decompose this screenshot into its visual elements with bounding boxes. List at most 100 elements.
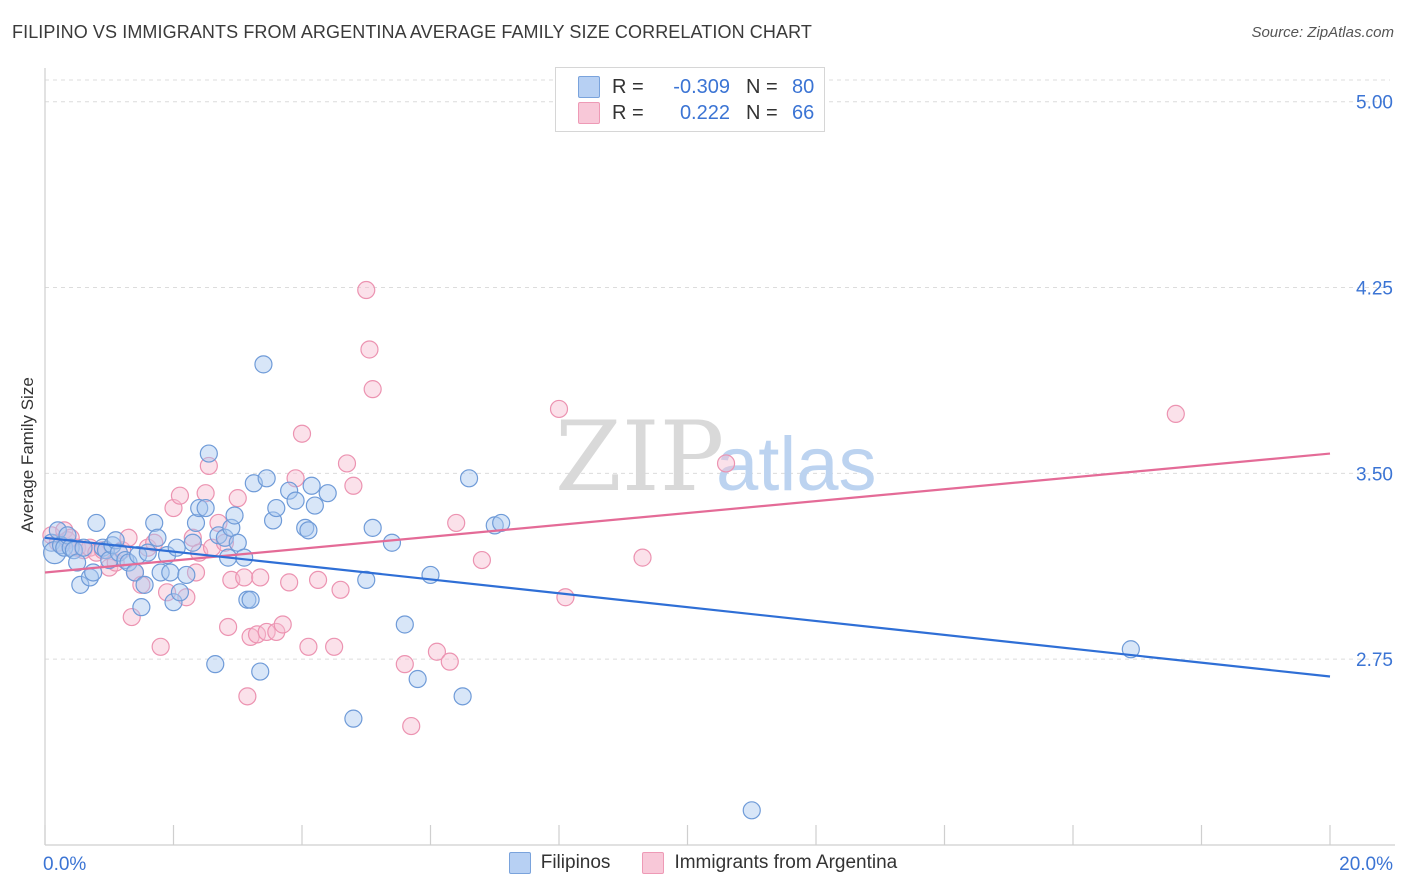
point-immigrants-from-argentina (292, 424, 312, 443)
point-filipinos (251, 662, 270, 681)
watermark-atlas: atlas (716, 422, 877, 507)
x-tick-label: 20.0% (1339, 854, 1393, 875)
point-filipinos (225, 506, 244, 525)
watermark-zip: ZIP (555, 401, 724, 513)
legend-r-label: R = (612, 75, 644, 98)
point-filipinos (241, 590, 260, 609)
trend-line-immigrants-from-argentina (44, 452, 1331, 574)
point-immigrants-from-argentina (257, 622, 276, 642)
point-filipinos (138, 543, 157, 562)
point-immigrants-from-argentina (145, 533, 164, 552)
y-tick-label: 4.25 (1356, 279, 1393, 300)
series-legend-label: Filipinos (540, 852, 611, 873)
point-filipinos (363, 518, 382, 537)
source-credit: Source: ZipAtlas.com (1251, 24, 1394, 41)
point-filipinos (145, 513, 164, 533)
legend-row-filipinos: R = -0.309 N = 80 (578, 75, 814, 99)
point-filipinos (302, 476, 321, 495)
point-immigrants-from-argentina (556, 588, 575, 607)
point-filipinos (286, 491, 305, 510)
legend-n-label: N = (746, 75, 778, 98)
point-immigrants-from-argentina (337, 454, 357, 473)
point-filipinos (183, 533, 202, 552)
point-filipinos (206, 655, 225, 674)
point-filipinos (186, 513, 206, 533)
point-immigrants-from-argentina (440, 652, 459, 671)
y-tick-label: 5.00 (1356, 93, 1393, 114)
point-filipinos (492, 513, 511, 533)
point-immigrants-from-argentina (157, 583, 177, 602)
point-filipinos (395, 615, 414, 634)
point-filipinos (318, 484, 337, 503)
point-filipinos (161, 563, 180, 582)
series-legend-item-argentina[interactable]: Immigrants from Argentina (642, 852, 897, 874)
legend-n-value: 80 (792, 75, 815, 98)
legend-r-label: R = (612, 101, 644, 124)
point-immigrants-from-argentina (395, 655, 414, 674)
legend-n-value: 66 (792, 101, 815, 124)
point-immigrants-from-argentina (151, 637, 170, 656)
tick-labels: 2.75 3.50 4.25 5.00 0.0% 20.0% (43, 93, 1393, 875)
point-immigrants-from-argentina (1166, 404, 1185, 424)
point-immigrants-from-argentina (716, 454, 736, 473)
point-filipinos (459, 469, 479, 488)
point-filipinos (190, 498, 209, 518)
point-filipinos (199, 444, 218, 463)
trend-lines (44, 452, 1331, 678)
point-filipinos (177, 565, 196, 585)
legend-swatch-filipinos (578, 76, 600, 98)
point-immigrants-from-argentina (235, 568, 254, 587)
point-immigrants-from-argentina (219, 617, 238, 637)
point-filipinos (382, 533, 402, 552)
y-axis-label: Average Family Size (18, 377, 37, 533)
point-immigrants-from-argentina (280, 573, 299, 592)
point-filipinos (135, 575, 154, 594)
watermark: ZIP atlas (555, 401, 877, 513)
chart-title: FILIPINO VS IMMIGRANTS FROM ARGENTINA AV… (12, 22, 812, 42)
point-immigrants-from-argentina (633, 548, 652, 567)
series-legend: Filipinos Immigrants from Argentina (0, 852, 1406, 874)
point-immigrants-from-argentina (360, 340, 379, 359)
point-immigrants-from-argentina (402, 716, 421, 736)
point-immigrants-from-argentina (472, 550, 491, 570)
point-immigrants-from-argentina (238, 687, 257, 706)
trend-line-filipinos (44, 536, 1331, 678)
point-immigrants-from-argentina (299, 637, 318, 656)
point-filipinos (254, 355, 273, 374)
y-tick-label: 3.50 (1356, 464, 1393, 485)
legend-row-argentina: R = 0.222 N = 66 (578, 101, 814, 125)
point-filipinos (71, 575, 90, 594)
correlation-legend: R = -0.309 N = 80 R = 0.222 N = 66 (555, 67, 825, 132)
point-filipinos (87, 513, 106, 533)
x-tick-label: 0.0% (43, 854, 86, 875)
legend-n-label: N = (746, 101, 778, 124)
point-immigrants-from-argentina (273, 615, 292, 634)
point-immigrants-from-argentina (251, 568, 270, 587)
series-legend-item-filipinos[interactable]: Filipinos (508, 852, 611, 874)
point-filipinos (299, 521, 318, 540)
point-immigrants-from-argentina (549, 399, 569, 419)
series-legend-label: Immigrants from Argentina (674, 852, 898, 873)
series-legend-swatch (508, 852, 531, 874)
point-filipinos (132, 598, 151, 617)
point-filipinos (344, 709, 363, 728)
legend-r-value: -0.309 (673, 75, 730, 98)
point-immigrants-from-argentina (357, 280, 376, 300)
point-immigrants-from-argentina (199, 456, 218, 476)
point-filipinos (164, 593, 183, 612)
point-filipinos (267, 498, 286, 518)
point-filipinos (453, 687, 472, 706)
point-immigrants-from-argentina (344, 476, 363, 495)
legend-swatch-argentina (578, 102, 600, 124)
point-filipinos (296, 518, 315, 537)
point-filipinos (742, 801, 761, 820)
y-tick-label: 2.75 (1356, 650, 1393, 671)
point-immigrants-from-argentina (228, 489, 247, 508)
point-immigrants-from-argentina (325, 637, 344, 656)
point-immigrants-from-argentina (427, 642, 447, 661)
point-filipinos (408, 669, 427, 689)
point-filipinos (257, 469, 276, 488)
point-filipinos (170, 583, 190, 602)
point-filipinos (305, 496, 324, 515)
